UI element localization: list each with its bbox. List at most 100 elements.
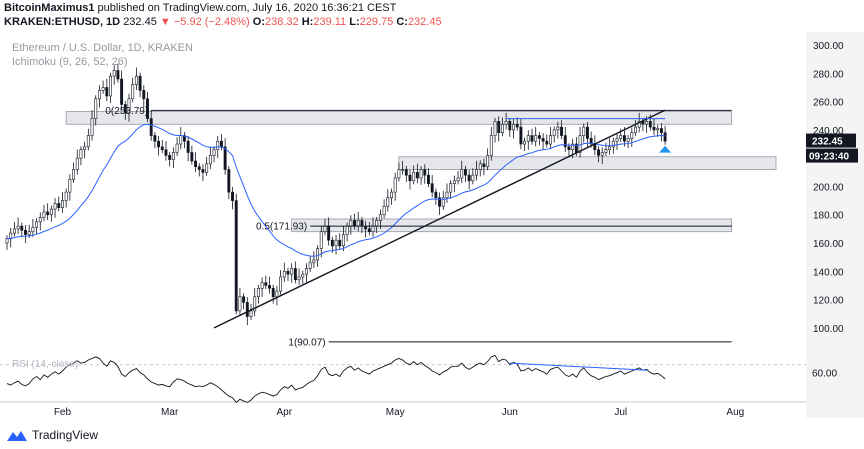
time-axis-background: [0, 402, 806, 418]
high-label: H:: [301, 16, 314, 28]
publish-info: published on TradingView.com, July 16, 2…: [97, 2, 397, 14]
candle-body: [571, 143, 575, 151]
levels-layer: 0(253.79) 0.5(171.93) 1(90.07): [105, 106, 732, 348]
candle-body: [127, 98, 131, 114]
candle-body: [216, 140, 220, 151]
candle-body: [341, 234, 345, 247]
candle-body: [253, 296, 257, 312]
low-value: 229.75: [359, 16, 394, 28]
open-value: 238.32: [265, 16, 299, 28]
alert-marker-icon: [659, 145, 672, 153]
candle-body: [149, 118, 153, 136]
candle-body: [142, 90, 146, 100]
candle-body: [397, 169, 401, 179]
candle-body: [482, 163, 486, 167]
candle-body: [308, 262, 312, 269]
down-arrow-icon: ▼: [159, 16, 171, 28]
candle-body: [386, 197, 390, 207]
candle-body: [293, 268, 297, 281]
candle-body: [622, 135, 626, 142]
candle-body: [408, 174, 412, 182]
candle-body: [61, 200, 64, 208]
candle-body: [53, 203, 57, 210]
chart-container[interactable]: 0(253.79) 0.5(171.93) 1(90.07) 60.00 100.0…: [0, 32, 864, 418]
candle-body: [652, 126, 656, 131]
candle-body: [175, 143, 179, 153]
author[interactable]: BitcoinMaximus1: [4, 2, 95, 14]
candle-body: [27, 231, 31, 235]
candle-body: [160, 146, 164, 151]
candle-body: [271, 287, 275, 298]
candle-body: [146, 98, 149, 119]
candle-body: [249, 310, 253, 317]
x-tick-label: Jul: [614, 407, 627, 418]
candle-body: [227, 169, 231, 193]
candle-body: [327, 225, 331, 241]
candle-body: [585, 126, 589, 139]
candle-body: [401, 169, 405, 171]
candle-body: [120, 78, 124, 105]
candle-body: [663, 132, 667, 142]
publish-line: BitcoinMaximus1 published on TradingView…: [4, 2, 396, 14]
candle-body: [171, 152, 175, 160]
candle-body: [42, 211, 46, 218]
fib-level-label: 0.5(171.93): [256, 222, 307, 233]
candle-body: [323, 225, 327, 233]
candle-body: [20, 225, 24, 231]
candle-body: [567, 146, 571, 151]
candle-body: [286, 271, 290, 275]
candle-body: [290, 268, 294, 275]
candle-body: [552, 129, 556, 136]
trendlines-layer: [213, 109, 672, 329]
rsi-tick-label: 60.00: [812, 369, 837, 380]
candle-body: [86, 135, 90, 148]
candle-body: [97, 90, 101, 100]
candle-body: [256, 287, 260, 298]
candle-body: [648, 121, 652, 128]
tradingview-logo[interactable]: TradingView: [6, 428, 98, 442]
candle-body: [101, 87, 105, 91]
chart-title: Ethereum / U.S. Dollar, 1D, KRAKEN: [12, 42, 193, 54]
candle-body: [530, 135, 534, 142]
candle-body: [334, 239, 338, 247]
candle-body: [330, 239, 334, 247]
candle-body: [608, 146, 612, 151]
candle-body: [508, 121, 512, 131]
candle-body: [245, 302, 249, 317]
x-tick-label: Aug: [726, 407, 744, 418]
candle-body: [471, 174, 475, 182]
candle-body: [234, 200, 238, 312]
y-tick-label: 180.00: [813, 211, 844, 222]
candle-body: [268, 285, 271, 289]
candle-body: [478, 163, 482, 170]
y-tick-label: 140.00: [813, 267, 844, 278]
candle-body: [316, 248, 320, 261]
ohlc-line: KRAKEN:ETHUSD, 1D 232.45 ▼ −5.92 (−2.48%…: [4, 16, 442, 28]
rsi-divergence-line: [509, 362, 647, 371]
price-chart[interactable]: 0(253.79) 0.5(171.93) 1(90.07) 60.00 100.0…: [0, 32, 864, 418]
rsi-line: [6, 354, 666, 404]
brand-name: TradingView: [32, 428, 99, 442]
candle-body: [611, 140, 615, 148]
y-tick-label: 200.00: [813, 182, 844, 193]
candle-body: [489, 135, 493, 156]
candle-body: [205, 163, 209, 173]
candle-body: [123, 104, 127, 114]
candle-body: [168, 155, 172, 160]
candle-body: [345, 225, 349, 235]
candle-body: [5, 238, 9, 244]
candle-body: [49, 208, 53, 216]
candle-body: [186, 140, 190, 153]
candle-body: [367, 228, 371, 233]
candle-body: [382, 205, 386, 216]
open-label: O:: [252, 16, 265, 28]
candle-body: [456, 177, 460, 182]
candle-body: [72, 169, 75, 180]
candle-body: [208, 155, 212, 165]
candle-body: [378, 214, 382, 221]
x-tick-label: May: [386, 407, 405, 418]
candle-body: [264, 282, 268, 286]
candle-body: [578, 135, 582, 153]
candle-body: [438, 197, 442, 207]
candle-body: [523, 140, 527, 145]
